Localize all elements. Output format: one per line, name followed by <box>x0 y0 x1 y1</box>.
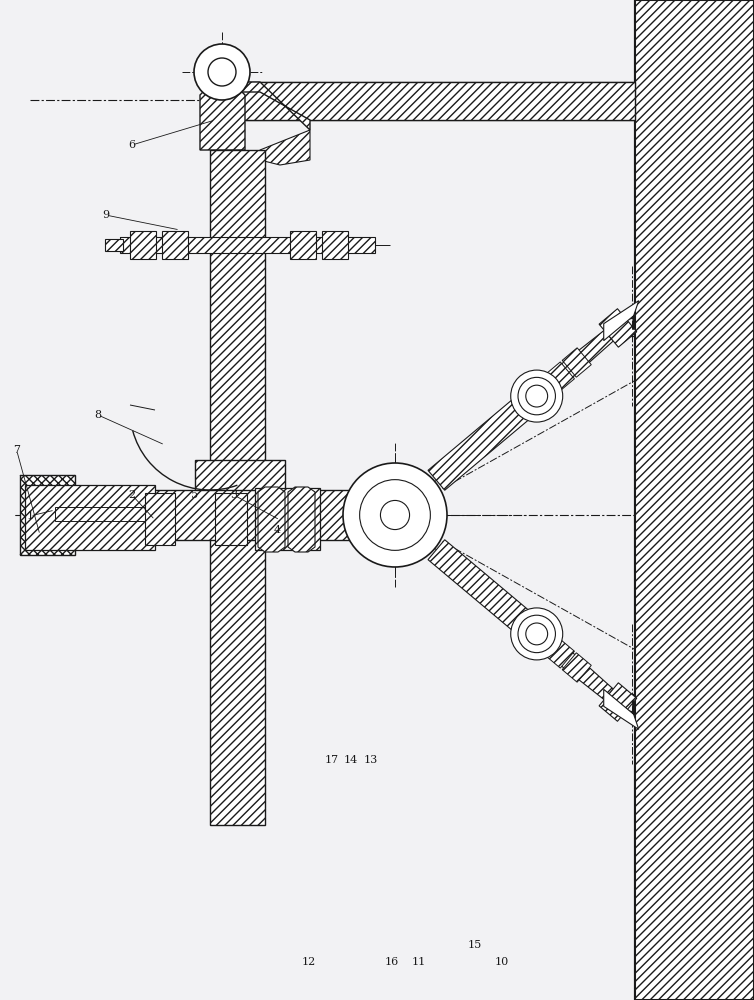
Bar <box>105 239 123 251</box>
Polygon shape <box>604 301 639 341</box>
Bar <box>105 239 123 251</box>
Text: 8: 8 <box>94 410 102 420</box>
Bar <box>635 0 754 1000</box>
Text: 2: 2 <box>128 490 136 500</box>
Bar <box>322 231 348 259</box>
Circle shape <box>510 370 562 422</box>
Text: 4: 4 <box>274 525 281 535</box>
Bar <box>35 490 400 540</box>
Bar <box>215 493 247 545</box>
Circle shape <box>526 623 547 645</box>
Polygon shape <box>554 646 613 700</box>
Bar <box>255 488 320 550</box>
Polygon shape <box>212 82 310 130</box>
Text: 17: 17 <box>325 755 339 765</box>
Polygon shape <box>604 689 639 729</box>
Bar <box>145 493 175 545</box>
Text: 14: 14 <box>344 755 357 765</box>
Polygon shape <box>554 330 613 384</box>
Bar <box>120 237 375 253</box>
Circle shape <box>343 463 447 567</box>
Text: 7: 7 <box>13 445 20 455</box>
Circle shape <box>526 385 547 407</box>
Text: 16: 16 <box>385 957 399 967</box>
Polygon shape <box>545 362 575 391</box>
Text: 10: 10 <box>495 957 508 967</box>
Bar <box>130 231 156 259</box>
Bar <box>120 237 375 253</box>
Polygon shape <box>428 386 545 490</box>
Circle shape <box>208 58 236 86</box>
Polygon shape <box>260 130 310 165</box>
Text: 9: 9 <box>102 210 109 220</box>
Bar <box>290 231 316 259</box>
Bar <box>210 150 265 825</box>
Bar <box>322 231 348 259</box>
Bar <box>255 488 320 550</box>
Bar <box>162 231 188 259</box>
Bar <box>25 485 155 550</box>
Circle shape <box>381 500 409 530</box>
Bar <box>35 490 400 540</box>
Polygon shape <box>599 683 637 721</box>
Bar <box>20 475 75 555</box>
Polygon shape <box>599 309 637 347</box>
Text: 11: 11 <box>412 957 425 967</box>
Bar <box>25 485 155 550</box>
Bar <box>215 493 247 545</box>
Bar <box>130 231 156 259</box>
Text: 5: 5 <box>191 490 198 500</box>
Circle shape <box>360 480 431 550</box>
Circle shape <box>518 377 556 415</box>
Bar <box>55 507 145 521</box>
Polygon shape <box>526 378 555 407</box>
Polygon shape <box>562 348 591 377</box>
Polygon shape <box>288 487 315 552</box>
Bar <box>195 460 285 510</box>
Text: 15: 15 <box>468 940 482 950</box>
Text: 12: 12 <box>302 957 316 967</box>
Text: 1: 1 <box>26 511 34 521</box>
Polygon shape <box>562 653 591 682</box>
Text: 3: 3 <box>230 490 238 500</box>
Text: 6: 6 <box>128 140 136 150</box>
Bar <box>145 493 175 545</box>
Bar <box>162 231 188 259</box>
Text: 13: 13 <box>364 755 378 765</box>
Bar <box>195 460 285 510</box>
Bar <box>55 507 145 521</box>
Bar <box>210 150 265 825</box>
Circle shape <box>518 615 556 653</box>
Bar <box>212 82 635 120</box>
Polygon shape <box>200 85 245 150</box>
Bar <box>212 82 635 120</box>
Circle shape <box>510 608 562 660</box>
Bar <box>290 231 316 259</box>
Polygon shape <box>545 639 575 668</box>
Circle shape <box>194 44 250 100</box>
Bar <box>20 475 75 555</box>
Polygon shape <box>526 623 555 652</box>
Polygon shape <box>258 487 285 552</box>
Polygon shape <box>428 540 545 644</box>
Bar <box>635 0 754 1000</box>
